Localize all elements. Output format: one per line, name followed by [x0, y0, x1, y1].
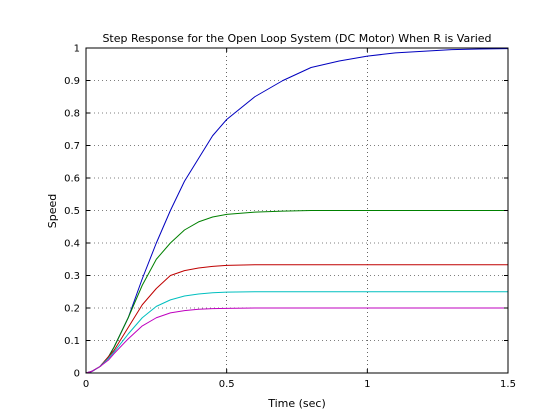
series-line-5	[85, 307, 508, 374]
axis-ticks: 0 0.5 1 1.5 0 0.1 0.2 0.3 0.4 0.5 0.6 0.7 0.8 0.9 1	[64, 44, 516, 391]
y-tick-label: 0.7	[64, 141, 80, 152]
y-tick-label: 1	[74, 44, 80, 55]
x-axis-label: Time (sec)	[267, 397, 326, 410]
chart-title: Step Response for the Open Loop System (…	[102, 32, 491, 45]
series-line-4	[85, 291, 508, 374]
x-tick-label: 1.5	[500, 379, 516, 390]
y-tick-label: 0.9	[64, 76, 80, 87]
y-axis-label: Speed	[46, 194, 59, 228]
x-tick-label: 0	[83, 379, 89, 390]
x-tick-label: 0.5	[219, 379, 235, 390]
data-series	[85, 48, 509, 374]
y-tick-label: 0.6	[64, 174, 80, 185]
y-tick-label: 0.5	[64, 206, 80, 217]
y-tick-label: 0.1	[64, 336, 80, 347]
y-tick-label: 0.8	[64, 109, 80, 120]
x-tick-label: 1	[364, 379, 370, 390]
y-tick-label: 0	[74, 369, 80, 380]
y-tick-label: 0.3	[64, 271, 80, 282]
series-line-3	[85, 264, 508, 374]
y-tick-label: 0.2	[64, 304, 80, 315]
y-tick-label: 0.4	[64, 239, 80, 250]
